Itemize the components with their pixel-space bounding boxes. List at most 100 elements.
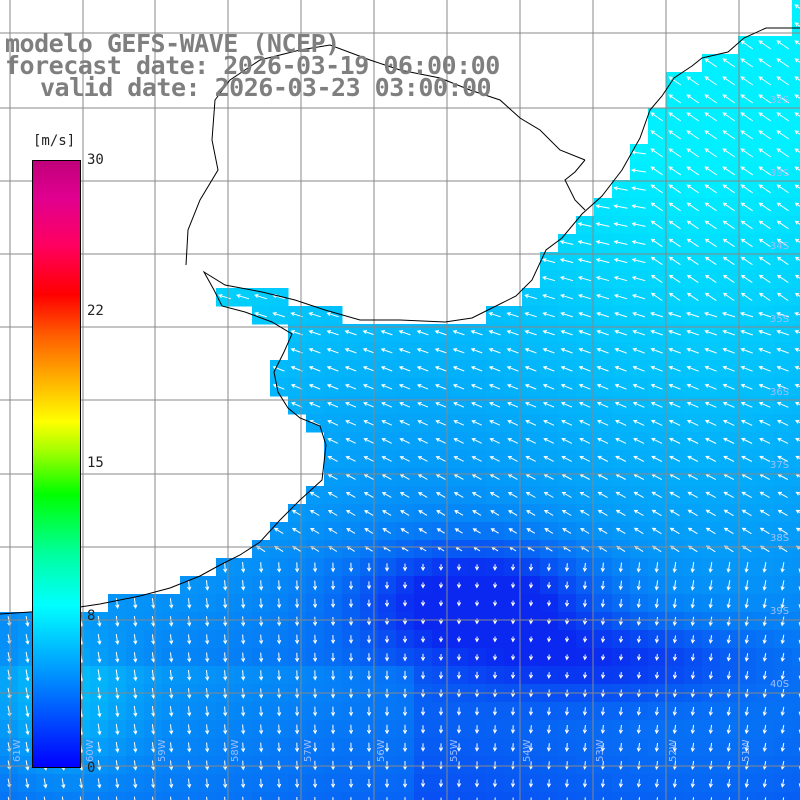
wind-arrow [633, 527, 644, 535]
wind-arrow [704, 365, 717, 372]
wind-arrow [541, 258, 556, 264]
wind-speed-cell [792, 234, 800, 253]
wind-arrow [758, 311, 772, 318]
wind-arrow [79, 796, 82, 800]
wind-arrow [631, 258, 646, 264]
wind-speed-cell [792, 306, 800, 325]
wind-arrow [708, 706, 713, 717]
wind-speed-cell [486, 792, 505, 800]
wind-arrow [687, 491, 698, 499]
wind-arrow [704, 112, 718, 122]
wind-arrow [276, 562, 282, 573]
wind-arrow [672, 653, 678, 662]
wind-arrow [512, 797, 514, 800]
wind-arrow [758, 274, 771, 284]
wind-arrow [240, 706, 246, 717]
wind-arrow [764, 797, 767, 800]
wind-arrow [704, 256, 717, 266]
wind-speed-cell [774, 792, 793, 800]
wind-arrow [420, 779, 426, 788]
wind-arrow [453, 492, 464, 498]
wind-arrow [579, 419, 591, 426]
wind-arrow [488, 312, 501, 318]
wind-arrow [258, 580, 264, 591]
wind-arrow [525, 474, 536, 480]
wind-arrow [222, 778, 228, 789]
latitude-label: 39S [770, 606, 789, 617]
wind-arrow [417, 492, 428, 498]
longitude-label: 52W [668, 739, 679, 762]
wind-arrow [560, 401, 573, 408]
wind-arrow [456, 636, 462, 643]
wind-arrow [115, 796, 118, 800]
wind-arrow [528, 743, 534, 752]
wind-arrow [776, 148, 790, 158]
wind-arrow [794, 312, 800, 317]
wind-arrow [510, 779, 516, 788]
wind-speed-cell [522, 792, 541, 800]
wind-arrow [524, 402, 537, 408]
wind-speed-cell [792, 54, 800, 73]
wind-arrow [636, 742, 641, 753]
wind-arrow [510, 600, 516, 607]
wind-arrow [776, 112, 790, 122]
wind-arrow [344, 330, 357, 336]
wind-arrow [492, 761, 498, 770]
wind-arrow [794, 58, 800, 63]
wind-speed-cell [792, 252, 800, 271]
wind-arrow [582, 636, 588, 643]
wind-arrow [579, 492, 590, 498]
wind-speed-cell [792, 630, 800, 649]
wind-speed-cell [792, 486, 800, 505]
wind-arrow [438, 582, 444, 589]
wind-arrow [546, 582, 552, 589]
wind-speed-cell [738, 792, 757, 800]
wind-arrow [543, 509, 554, 516]
wind-arrow [524, 348, 537, 354]
wind-speed-cell [792, 144, 800, 163]
wind-arrow [420, 600, 426, 607]
wind-arrow [794, 166, 800, 171]
wind-arrow [654, 707, 659, 716]
wind-arrow [758, 202, 771, 212]
wind-arrow [417, 456, 428, 462]
wind-speed-cell [792, 702, 800, 721]
wind-arrow [546, 618, 552, 625]
wind-arrow [690, 580, 695, 591]
wind-arrow [543, 456, 554, 462]
wind-arrow [402, 600, 408, 607]
wind-arrow [510, 654, 516, 661]
wind-arrow [327, 420, 339, 426]
wind-arrow [776, 58, 790, 68]
wind-arrow [650, 130, 664, 140]
wind-arrow [326, 330, 339, 336]
wind-arrow [332, 797, 334, 800]
wind-arrow [776, 292, 789, 302]
wind-arrow [240, 616, 246, 627]
wind-arrow [704, 166, 718, 176]
wind-arrow [726, 671, 731, 680]
wind-arrow [741, 491, 752, 499]
wind-arrow [240, 760, 246, 771]
wind-arrow [708, 562, 713, 573]
wind-arrow [25, 651, 30, 664]
wind-arrow [723, 527, 734, 535]
wind-arrow [543, 420, 555, 426]
wind-arrow [618, 672, 624, 679]
wind-arrow [528, 582, 534, 589]
wind-arrow [780, 616, 785, 627]
wind-arrow [169, 616, 174, 627]
wind-arrow [133, 669, 138, 682]
wind-arrow [762, 580, 767, 591]
wind-arrow [434, 366, 447, 372]
wind-arrow [169, 669, 174, 682]
wind-arrow [582, 581, 588, 590]
wind-arrow [672, 760, 677, 771]
wind-arrow [384, 670, 390, 681]
wind-arrow [548, 797, 550, 800]
wind-arrow [205, 598, 210, 609]
wind-arrow [600, 562, 605, 573]
longitude-label: 54W [522, 739, 533, 762]
wind-arrow [704, 184, 717, 194]
